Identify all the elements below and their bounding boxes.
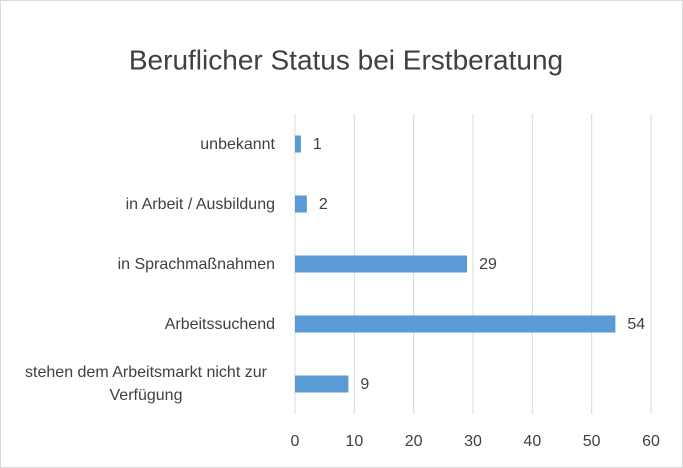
- x-tick-label: 20: [405, 433, 423, 450]
- y-tick-label-box: stehen dem Arbeitsmarkt nicht zur Verfüg…: [15, 354, 275, 414]
- y-tick-label-box: unbekannt: [15, 114, 275, 174]
- x-tick-label: 60: [642, 433, 660, 450]
- value-label: 2: [319, 196, 328, 213]
- bar: [295, 375, 349, 393]
- y-tick-label: unbekannt: [200, 135, 275, 153]
- y-tick-label: Arbeitssuchend: [164, 315, 275, 333]
- y-tick-label-box: in Arbeit / Ausbildung: [15, 174, 275, 234]
- bar: [295, 255, 468, 273]
- y-tick-label-box: in Sprachmaßnahmen: [15, 234, 275, 294]
- bar: [295, 135, 301, 153]
- value-label: 54: [627, 316, 645, 333]
- y-tick-label: in Arbeit / Ausbildung: [125, 195, 275, 213]
- x-tick-label: 50: [583, 433, 601, 450]
- value-label: 1: [313, 136, 322, 153]
- value-label: 29: [479, 256, 497, 273]
- x-tick-label: 40: [523, 433, 541, 450]
- y-tick-label-box: Arbeitssuchend: [15, 294, 275, 354]
- bar: [295, 195, 307, 213]
- x-tick-label: 0: [291, 433, 300, 450]
- y-tick-label: in Sprachmaßnahmen: [117, 255, 275, 273]
- y-tick-label: stehen dem Arbeitsmarkt nicht zur Verfüg…: [25, 364, 267, 404]
- x-tick-label: 10: [345, 433, 363, 450]
- x-tick-label: 30: [464, 433, 482, 450]
- value-label: 9: [360, 376, 369, 393]
- bar: [295, 315, 616, 333]
- chart-title: Beruflicher Status bei Erstberatung: [129, 44, 563, 75]
